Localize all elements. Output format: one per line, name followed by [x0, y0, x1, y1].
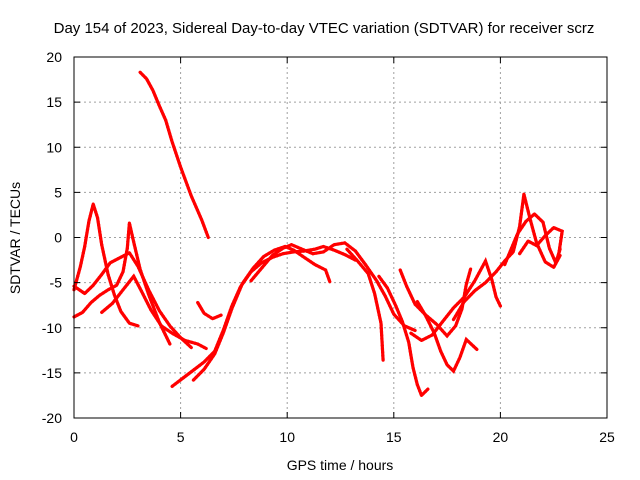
series-markers-track-06 [196, 301, 222, 321]
series-markers-track-04 [73, 250, 193, 349]
x-tick-label: 20 [493, 429, 509, 445]
series-markers-track-16 [503, 211, 562, 268]
x-tick-label: 15 [386, 429, 402, 445]
series-layer [72, 70, 564, 399]
x-tick-label: 0 [70, 429, 78, 445]
y-tick-label: 20 [46, 49, 62, 65]
y-tick-label: 10 [46, 139, 62, 155]
x-axis-label: GPS time / hours [287, 457, 394, 473]
series-track-03 [72, 221, 172, 346]
series-track-14 [409, 259, 502, 342]
series-markers-track-11 [377, 275, 430, 399]
tick-layer: 0 5 10 15 20 25 -20 -15 -10 -5 0 5 10 15 20 [42, 49, 615, 445]
series-markers-track-07 [171, 244, 357, 388]
series-track-05 [100, 274, 208, 351]
series-markers-track-05 [100, 273, 207, 350]
y-tick-label: 0 [54, 230, 62, 246]
y-tick-label: 5 [54, 184, 62, 200]
series-markers-track-09 [249, 241, 416, 332]
series-markers-track-03 [73, 222, 172, 345]
x-tick-label: 5 [177, 429, 185, 445]
series-markers-track-14 [410, 257, 502, 343]
series-markers-track-02 [72, 198, 139, 328]
y-tick-label: -10 [42, 320, 62, 336]
chart-title: Day 154 of 2023, Sidereal Day-to-day VTE… [54, 20, 595, 37]
y-axis-label: SDTVAR / TECUs [7, 182, 23, 294]
series-markers-track-17 [518, 225, 564, 260]
y-tick-label: -20 [42, 410, 62, 426]
series-track-10 [345, 247, 385, 362]
y-tick-label: -15 [42, 365, 62, 381]
y-tick-label: 15 [46, 94, 62, 110]
series-markers-track-15 [452, 193, 562, 321]
series-track-01 [138, 70, 210, 240]
y-tick-label: -5 [50, 275, 63, 291]
x-tick-label: 25 [599, 429, 615, 445]
x-tick-label: 10 [279, 429, 295, 445]
grid-layer [74, 57, 607, 418]
series-track-13 [415, 300, 479, 373]
series-track-11 [377, 274, 430, 397]
series-markers-track-08 [192, 244, 332, 382]
